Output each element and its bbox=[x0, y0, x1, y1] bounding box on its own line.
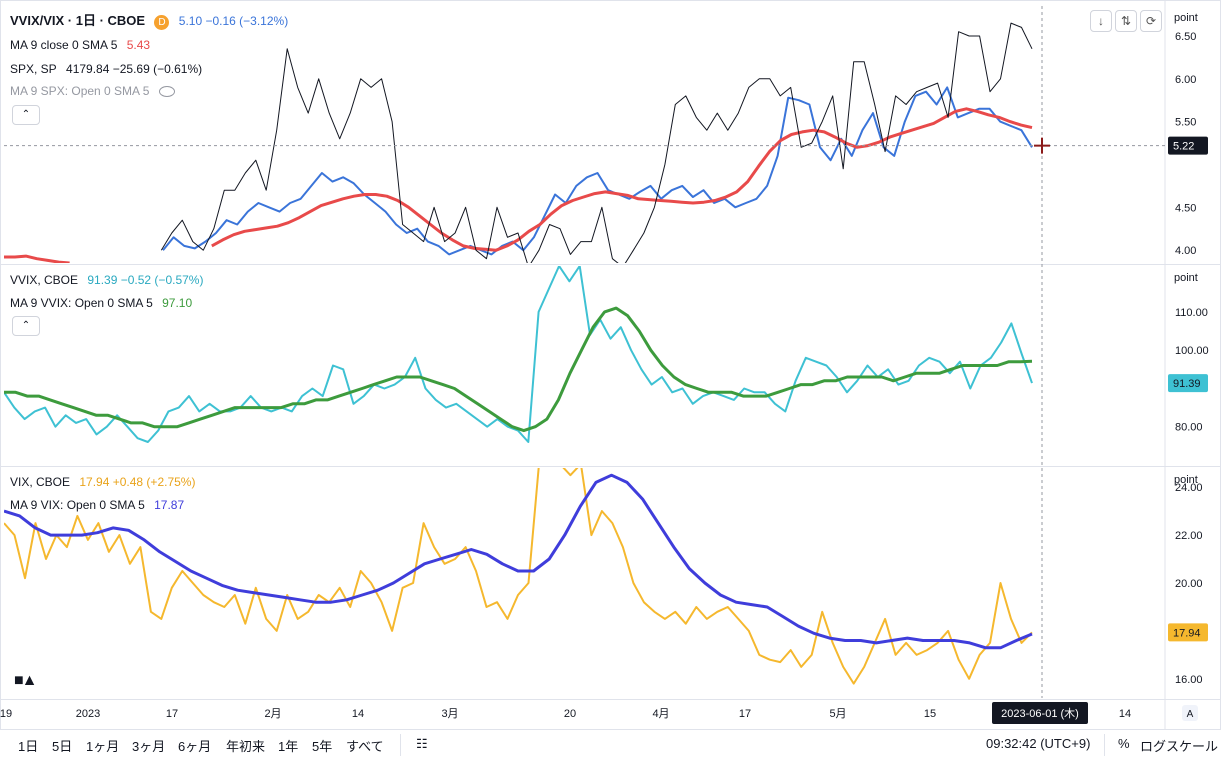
percent-toggle[interactable]: % bbox=[1118, 736, 1130, 751]
x-tick-label: 3月 bbox=[441, 708, 458, 720]
last-value-label: 5.22 bbox=[1173, 141, 1194, 153]
vvix-ma-name: MA 9 VVIX: Open 0 SMA 5 bbox=[10, 296, 153, 310]
ratio-price-change: 5.10 −0.16 (−3.12%) bbox=[178, 14, 289, 28]
y-tick-label: 24.00 bbox=[1175, 482, 1203, 494]
last-value-badge bbox=[1168, 136, 1208, 155]
spx-ma-legend[interactable]: MA 9 SPX: Open 0 SMA 5 bbox=[10, 84, 181, 98]
maximize-pane-icon[interactable]: ⟳ bbox=[1140, 10, 1162, 32]
vix-ma-name: MA 9 VIX: Open 0 SMA 5 bbox=[10, 498, 145, 512]
vvix-ma-legend[interactable]: MA 9 VVIX: Open 0 SMA 5 97.10 bbox=[10, 296, 198, 310]
x-tick-label: 15 bbox=[924, 708, 936, 720]
x-tick-label: 14 bbox=[352, 708, 364, 720]
chart-frame bbox=[0, 0, 1221, 730]
x-tick-label: 2月 bbox=[264, 708, 281, 720]
last-value-badge bbox=[1168, 623, 1208, 642]
auto-scale-button bbox=[1182, 705, 1198, 721]
crosshair-date: 2023-06-01 (木) bbox=[1001, 707, 1079, 720]
range-1d[interactable]: 1日 bbox=[18, 739, 39, 754]
series-line-spx bbox=[160, 22, 1033, 263]
range-all[interactable]: すべて bbox=[346, 739, 384, 754]
range-5y[interactable]: 5年 bbox=[312, 739, 333, 754]
x-tick-label: 4月 bbox=[652, 708, 669, 720]
range-5d[interactable]: 5日 bbox=[52, 739, 73, 754]
y-tick-label: 110.00 bbox=[1175, 307, 1208, 319]
symbol-title[interactable]: VVIX/VIX · 1日 · CBOE bbox=[10, 13, 146, 28]
range-1y[interactable]: 1年 bbox=[278, 739, 299, 754]
series-line-ratio_ma bbox=[4, 107, 1033, 263]
series-line-ratio bbox=[162, 86, 1033, 256]
vix-ma-value: 17.87 bbox=[154, 498, 185, 512]
range-1m[interactable]: 1ヶ月 bbox=[86, 739, 120, 754]
ratio-ma-value: 5.43 bbox=[126, 38, 151, 52]
vvix-name: VVIX, CBOE bbox=[10, 273, 79, 287]
auto-scale-label: A bbox=[1187, 709, 1194, 720]
y-tick-label: 100.00 bbox=[1175, 345, 1209, 357]
hidden-eye-icon[interactable] bbox=[158, 86, 175, 98]
spx-ma-name: MA 9 SPX: Open 0 SMA 5 bbox=[10, 84, 150, 98]
vix-ma-legend[interactable]: MA 9 VIX: Open 0 SMA 5 17.87 bbox=[10, 498, 190, 512]
range-ytd[interactable]: 年初来 bbox=[226, 739, 266, 754]
vvix-legend[interactable]: VVIX, CBOE 91.39 −0.52 (−0.57%) bbox=[10, 273, 209, 287]
ratio-legend-row: VVIX/VIX · 1日 · CBOE D 5.10 −0.16 (−3.12… bbox=[10, 10, 294, 30]
toolbar-divider bbox=[400, 734, 401, 756]
vvix-value: 91.39 −0.52 (−0.57%) bbox=[87, 273, 204, 287]
spx-legend[interactable]: SPX, SP 4179.84 −25.69 (−0.61%) bbox=[10, 62, 208, 76]
y-tick-label: 80.00 bbox=[1175, 422, 1203, 434]
y-tick-label: 4.00 bbox=[1175, 245, 1196, 257]
series-line-vvix bbox=[4, 266, 1033, 443]
y-tick-label: 22.00 bbox=[1175, 530, 1203, 542]
vix-axis-unit: point bbox=[1174, 474, 1198, 486]
y-tick-label: 6.00 bbox=[1175, 74, 1196, 86]
crosshair-date-badge bbox=[992, 702, 1088, 724]
x-tick-label: 19 bbox=[0, 708, 12, 720]
collapse-pane-icon[interactable]: ⇅ bbox=[1115, 10, 1137, 32]
y-tick-label: 4.50 bbox=[1175, 202, 1196, 214]
x-tick-label: 20 bbox=[564, 708, 576, 720]
y-tick-label: 6.50 bbox=[1175, 31, 1196, 43]
collapse-legend-icon[interactable]: ⌃ bbox=[12, 105, 40, 125]
x-tick-label: 17 bbox=[739, 708, 751, 720]
date-range-icon[interactable]: ☷ bbox=[416, 736, 428, 751]
range-3m[interactable]: 3ヶ月 bbox=[132, 739, 166, 754]
series-line-vvix_ma bbox=[4, 306, 1033, 433]
move-down-icon[interactable]: ↓ bbox=[1090, 10, 1112, 32]
vix-name: VIX, CBOE bbox=[10, 475, 71, 489]
market-status-badge: D bbox=[154, 15, 170, 30]
y-tick-label: 20.00 bbox=[1175, 578, 1203, 590]
range-6m[interactable]: 6ヶ月 bbox=[178, 739, 212, 754]
vvix-ma-value: 97.10 bbox=[162, 296, 193, 310]
y-tick-label: 16.00 bbox=[1175, 674, 1203, 686]
vix-legend[interactable]: VIX, CBOE 17.94 +0.48 (+2.75%) bbox=[10, 475, 201, 489]
ratio-ma-legend[interactable]: MA 9 close 0 SMA 5 5.43 bbox=[10, 38, 156, 52]
tradingview-logo: ■▲ bbox=[14, 672, 37, 689]
spx-name: SPX, SP bbox=[10, 62, 57, 76]
toolbar-divider bbox=[1104, 734, 1105, 756]
price-axis-unit: point bbox=[1174, 12, 1198, 24]
vvix-axis-unit: point bbox=[1174, 272, 1198, 284]
collapse-vvix-legend-icon[interactable]: ⌃ bbox=[12, 316, 40, 336]
x-tick-label: 14 bbox=[1119, 708, 1131, 720]
series-line-vix_ma bbox=[4, 473, 1033, 650]
log-scale-toggle[interactable]: ログスケール bbox=[1140, 739, 1219, 754]
bottom-toolbar: 1日 5日 1ヶ月 3ヶ月 6ヶ月 年初来 1年 5年 すべて ☷ 09:32:… bbox=[0, 730, 1221, 765]
x-tick-label: 5月 bbox=[829, 708, 846, 720]
x-tick-label: 2023 bbox=[76, 708, 100, 720]
vix-value: 17.94 +0.48 (+2.75%) bbox=[79, 475, 196, 489]
spx-value: 4179.84 −25.69 (−0.61%) bbox=[66, 62, 203, 76]
ratio-ma-name: MA 9 close 0 SMA 5 bbox=[10, 38, 118, 52]
clock[interactable]: 09:32:42 (UTC+9) bbox=[986, 736, 1091, 751]
x-tick-label: 17 bbox=[166, 708, 178, 720]
y-tick-label: 5.50 bbox=[1175, 117, 1196, 129]
series-line-vix bbox=[4, 468, 1033, 685]
last-value-badge bbox=[1168, 374, 1208, 393]
last-value-label: 17.94 bbox=[1173, 627, 1201, 639]
last-value-label: 91.39 bbox=[1173, 378, 1201, 390]
